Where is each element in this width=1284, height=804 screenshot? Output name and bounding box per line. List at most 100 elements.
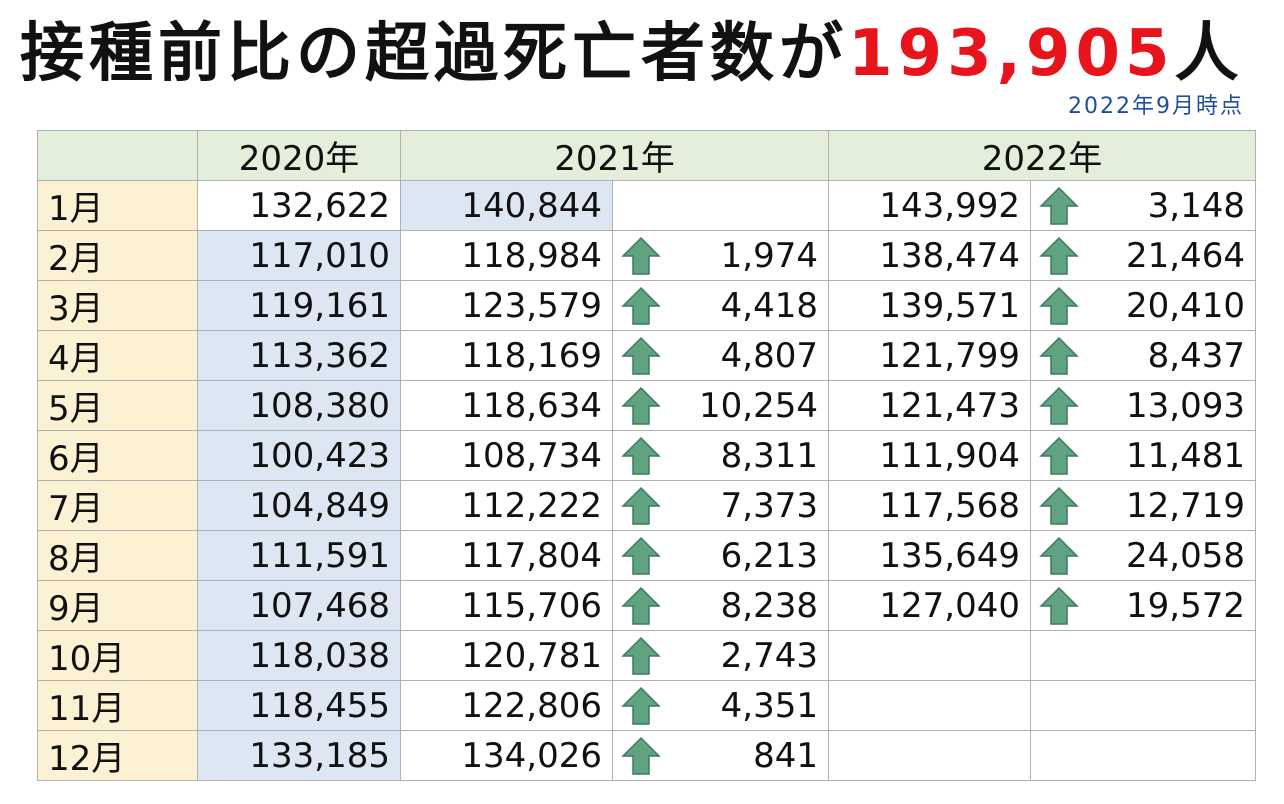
month-cell: 2月 — [37, 230, 198, 281]
up-arrow — [1039, 436, 1079, 475]
title-text: 接種前比の超過死亡者数が — [20, 17, 848, 91]
deaths: 121,799 — [879, 335, 1020, 376]
deaths: 119,161 — [249, 285, 390, 326]
deaths: 108,734 — [461, 435, 602, 476]
table: 2020年 2021年 2022年 1月 132,622 140,844 143,992 3,… — [37, 130, 1256, 781]
increase-cell: 4,807 — [612, 330, 829, 381]
value-cell: 111,591 — [197, 530, 401, 581]
deaths: 117,568 — [879, 485, 1020, 526]
increase-cell: 4,418 — [612, 280, 829, 331]
deaths: 108,380 — [249, 385, 390, 426]
value-cell: 117,010 — [197, 230, 401, 281]
deaths: 140,844 — [461, 185, 602, 226]
value-cell: 113,362 — [197, 330, 401, 381]
value-cell: 122,806 — [400, 680, 613, 731]
value-cell: 112,222 — [400, 480, 613, 531]
value-cell: 127,040 — [828, 580, 1031, 631]
increase-cell: 8,238 — [612, 580, 829, 631]
value-cell: 121,473 — [828, 380, 1031, 431]
value-cell: 139,571 — [828, 280, 1031, 331]
deaths: 138,474 — [879, 235, 1020, 276]
value-cell: 134,026 — [400, 730, 613, 781]
deaths: 100,423 — [249, 435, 390, 476]
increase: 19,572 — [1126, 585, 1245, 626]
value-cell: 108,380 — [197, 380, 401, 431]
up-arrow — [1039, 336, 1079, 375]
title: 接種前比の超過死亡者数が193,905人 — [20, 2, 1244, 94]
deaths: 118,169 — [461, 335, 602, 376]
value-cell: 118,455 — [197, 680, 401, 731]
increase: 1,974 — [720, 235, 818, 276]
value-cell: 108,734 — [400, 430, 613, 481]
month-cell: 9月 — [37, 580, 198, 631]
increase-cell: 13,093 — [1030, 380, 1256, 431]
increase-cell — [612, 180, 829, 231]
value-cell: 135,649 — [828, 530, 1031, 581]
value-cell: 117,804 — [400, 530, 613, 581]
month: 5月 — [48, 389, 104, 429]
deaths: 118,984 — [461, 235, 602, 276]
value-cell: 133,185 — [197, 730, 401, 781]
increase-cell: 2,743 — [612, 630, 829, 681]
month: 10月 — [48, 639, 126, 679]
month: 2月 — [48, 239, 104, 279]
value-cell: 115,706 — [400, 580, 613, 631]
month: 12月 — [48, 739, 126, 779]
increase: 8,238 — [720, 585, 818, 626]
value-cell: 118,169 — [400, 330, 613, 381]
up-arrow — [621, 686, 661, 725]
value-cell: 100,423 — [197, 430, 401, 481]
month-row: 1月 132,622 140,844 143,992 3,148 — [37, 180, 1256, 231]
corner-cell — [37, 130, 198, 181]
deaths: 132,622 — [249, 185, 390, 226]
title-number: 193,905 — [848, 17, 1175, 91]
deaths: 133,185 — [249, 735, 390, 776]
value-cell: 118,634 — [400, 380, 613, 431]
month-cell: 11月 — [37, 680, 198, 731]
value-cell: 143,992 — [828, 180, 1031, 231]
up-arrow — [1039, 186, 1079, 225]
up-arrow — [621, 486, 661, 525]
value-cell: 117,568 — [828, 480, 1031, 531]
increase-cell — [1030, 630, 1256, 681]
increase-cell: 8,437 — [1030, 330, 1256, 381]
month-cell: 12月 — [37, 730, 198, 781]
up-arrow — [621, 436, 661, 475]
year-header: 2021年 — [400, 130, 829, 181]
increase: 21,464 — [1126, 235, 1245, 276]
deaths: 113,362 — [249, 335, 390, 376]
up-arrow — [621, 536, 661, 575]
year-header: 2022年 — [828, 130, 1256, 181]
up-arrow — [1039, 386, 1079, 425]
increase-cell: 20,410 — [1030, 280, 1256, 331]
deaths: 117,804 — [461, 535, 602, 576]
month-cell: 5月 — [37, 380, 198, 431]
deaths: 118,634 — [461, 385, 602, 426]
month: 9月 — [48, 589, 104, 629]
increase-cell: 7,373 — [612, 480, 829, 531]
month-row: 6月 100,423 108,734 8,311 111,904 11,481 — [37, 430, 1256, 481]
value-cell: 123,579 — [400, 280, 613, 331]
value-cell — [828, 630, 1031, 681]
month: 7月 — [48, 489, 104, 529]
deaths: 123,579 — [461, 285, 602, 326]
deaths: 111,904 — [879, 435, 1020, 476]
value-cell: 121,799 — [828, 330, 1031, 381]
deaths: 139,571 — [879, 285, 1020, 326]
increase-cell: 10,254 — [612, 380, 829, 431]
month: 11月 — [48, 689, 126, 729]
increase-cell: 11,481 — [1030, 430, 1256, 481]
up-arrow — [621, 586, 661, 625]
deaths: 143,992 — [879, 185, 1020, 226]
month-row: 10月 118,038 120,781 2,743 — [37, 630, 1256, 681]
increase: 7,373 — [720, 485, 818, 526]
increase: 11,481 — [1126, 435, 1245, 476]
up-arrow — [621, 286, 661, 325]
up-arrow — [1039, 236, 1079, 275]
up-arrow — [621, 736, 661, 775]
increase-cell: 21,464 — [1030, 230, 1256, 281]
deaths: 134,026 — [461, 735, 602, 776]
month: 3月 — [48, 289, 104, 329]
note: 2022年9月時点 — [1068, 94, 1244, 119]
